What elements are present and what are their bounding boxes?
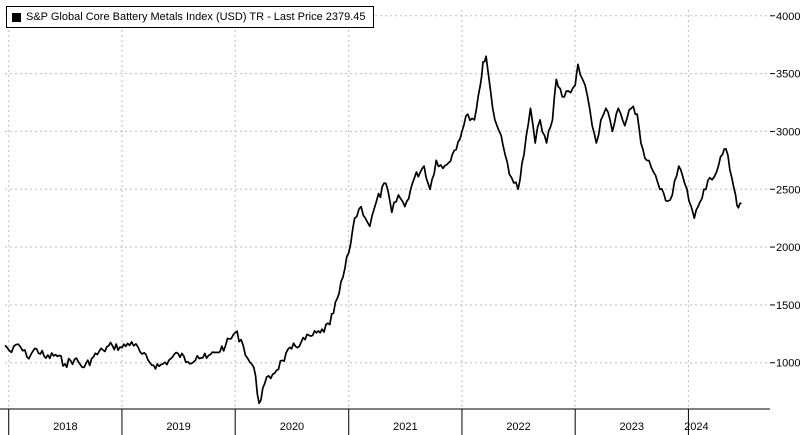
x-tick-label: 2023	[620, 421, 644, 433]
x-axis-dividers	[8, 10, 689, 409]
y-axis-ticks: 1000 1500 2000 2500 3000 3500 4000	[770, 11, 800, 370]
y-tick-label: 4000	[776, 11, 800, 23]
legend: S&P Global Core Battery Metals Index (US…	[6, 6, 374, 28]
series-line	[4, 55, 742, 405]
y-tick-label: 3500	[776, 69, 800, 81]
legend-swatch	[12, 12, 21, 22]
x-tick-label: 2020	[280, 421, 304, 433]
x-tick-label: 2022	[506, 421, 530, 433]
y-tick-label: 1500	[776, 300, 800, 312]
x-tick-label: 2018	[53, 421, 77, 433]
y-tick-label: 2500	[776, 184, 800, 196]
x-axis-ticks: 2018 2019 2020 2021 2022 2023 2024	[8, 409, 709, 435]
x-tick-label: 2021	[393, 421, 417, 433]
y-tick-label: 2000	[776, 242, 800, 254]
legend-label: S&P Global Core Battery Metals Index (US…	[26, 11, 366, 23]
y-tick-label: 3000	[776, 126, 800, 138]
y-tick-label: 1000	[776, 358, 800, 370]
x-tick-label: 2019	[166, 421, 190, 433]
x-tick-label: 2024	[684, 421, 708, 433]
